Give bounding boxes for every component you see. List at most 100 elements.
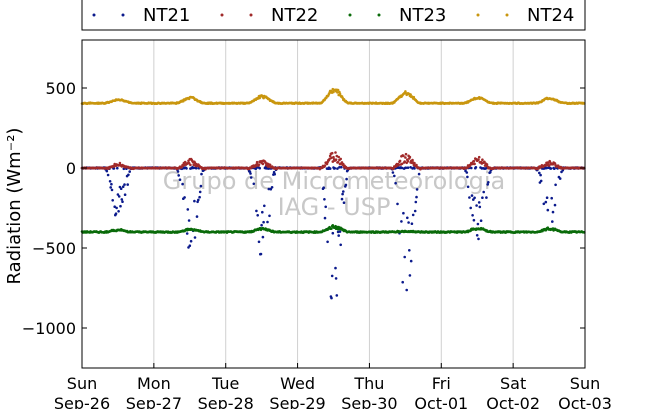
data-point	[123, 193, 127, 196]
data-point	[411, 158, 414, 162]
data-point	[178, 178, 182, 181]
legend-marker	[220, 13, 224, 17]
legend-label: NT23	[399, 5, 446, 26]
data-point	[109, 186, 112, 189]
data-point	[406, 166, 410, 169]
data-point	[334, 151, 337, 154]
data-point	[546, 208, 550, 212]
legend-label: NT24	[527, 5, 574, 26]
data-point	[403, 160, 407, 163]
watermark-line-1: Grupo de Micrometeorologia	[163, 167, 505, 195]
data-point	[546, 161, 550, 164]
data-point	[404, 156, 407, 159]
x-tick-day: Thu	[353, 374, 384, 393]
x-tick-day: Sun	[570, 374, 600, 393]
data-point	[332, 155, 335, 159]
data-point	[403, 255, 407, 259]
data-point	[415, 195, 418, 199]
data-point	[116, 166, 119, 170]
data-point	[470, 166, 473, 170]
data-point	[404, 152, 408, 156]
data-point	[344, 183, 348, 187]
x-tick-date: Sep-26	[54, 394, 110, 409]
data-point	[112, 167, 116, 170]
data-point	[545, 196, 549, 199]
legend-box	[81, 0, 586, 31]
data-point	[262, 220, 265, 224]
watermark-line-2: IAG - USP	[278, 193, 391, 221]
data-point	[404, 166, 408, 170]
data-point	[257, 163, 261, 166]
data-point	[550, 196, 553, 200]
data-point	[126, 183, 129, 186]
data-point	[400, 162, 404, 166]
data-point	[120, 198, 124, 201]
data-point	[402, 154, 405, 158]
data-point	[121, 185, 125, 188]
data-point	[415, 188, 419, 191]
data-point	[477, 155, 481, 159]
x-tick-day: Sun	[67, 374, 97, 393]
data-point	[478, 205, 482, 209]
data-point	[342, 190, 345, 193]
data-point	[323, 198, 326, 201]
data-point	[411, 213, 415, 217]
data-point	[335, 294, 339, 297]
data-point	[330, 296, 333, 300]
data-point	[331, 160, 335, 163]
y-tick-label: 500	[45, 79, 76, 98]
data-point	[406, 159, 410, 163]
data-point	[110, 188, 114, 192]
watermark: Grupo de Micrometeorologia IAG - USP	[163, 167, 505, 221]
x-tick-day: Fri	[432, 374, 451, 393]
data-point	[473, 196, 476, 200]
data-point	[553, 162, 557, 165]
data-point	[261, 162, 265, 166]
legend-marker	[505, 13, 509, 17]
data-point	[406, 216, 409, 220]
data-point	[252, 182, 256, 186]
legend-marker	[348, 13, 352, 17]
data-point	[260, 223, 263, 227]
data-point	[181, 182, 184, 186]
data-point	[409, 93, 412, 96]
data-point	[482, 190, 486, 194]
x-tick-day: Wed	[280, 374, 315, 393]
data-point	[200, 172, 203, 176]
data-point	[485, 163, 489, 166]
data-point	[185, 167, 188, 170]
data-point	[334, 266, 337, 270]
data-point	[340, 161, 344, 164]
data-point	[483, 160, 486, 164]
data-point	[340, 165, 343, 169]
data-point	[338, 230, 342, 233]
data-point	[547, 164, 551, 167]
data-point	[553, 203, 557, 207]
data-point	[471, 162, 474, 166]
data-point	[485, 196, 488, 199]
legend-marker	[92, 13, 96, 17]
data-point	[255, 209, 258, 213]
data-point	[409, 166, 412, 169]
data-point	[549, 167, 553, 170]
data-point	[475, 204, 478, 207]
data-point	[337, 155, 341, 159]
data-point	[111, 199, 114, 202]
data-point	[119, 187, 123, 190]
data-point	[199, 184, 203, 188]
data-point	[119, 204, 122, 208]
data-point	[481, 158, 484, 161]
data-point	[479, 219, 483, 222]
data-point	[127, 173, 130, 177]
data-point	[400, 220, 403, 223]
data-point	[486, 183, 490, 186]
data-point	[192, 163, 195, 167]
data-point	[330, 151, 334, 155]
data-point	[110, 182, 113, 186]
data-point	[414, 200, 418, 204]
data-point	[408, 274, 412, 277]
data-point	[105, 169, 109, 173]
x-axis: SunSep-26MonSep-27TueSep-28WedSep-29ThuS…	[54, 363, 612, 409]
data-point	[268, 163, 272, 167]
data-point	[270, 186, 274, 189]
